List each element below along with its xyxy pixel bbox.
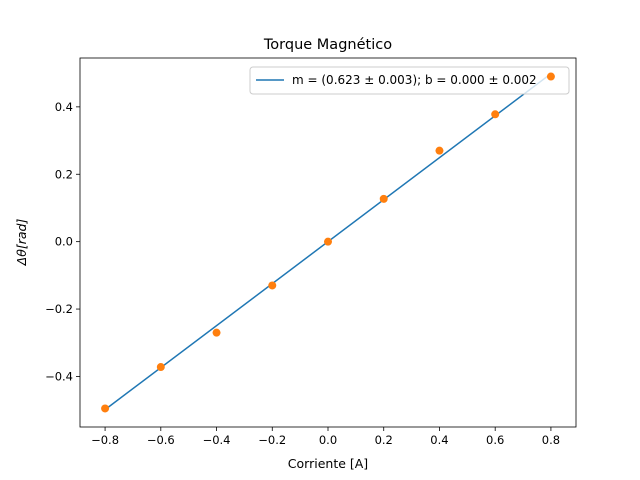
x-tick-label: 0.0 [319, 433, 337, 447]
y-tick-label: 0.0 [55, 235, 73, 249]
chart-title: Torque Magnético [263, 37, 392, 53]
x-axis-label: Corriente [A] [288, 456, 368, 471]
y-tick-label: 0.4 [55, 100, 73, 114]
data-point [212, 328, 221, 337]
data-point [546, 72, 555, 81]
y-axis-label: Δθ[rad] [14, 219, 29, 267]
x-tick-label: 0.8 [542, 433, 560, 447]
y-tick-label: 0.2 [55, 167, 73, 181]
data-point [324, 237, 332, 246]
legend-box [249, 66, 570, 95]
x-tick-label: 0.6 [486, 433, 504, 447]
data-point [379, 194, 388, 203]
y-tick-label: −0.4 [45, 369, 73, 383]
x-tick-label: 0.4 [430, 433, 448, 447]
data-point [101, 404, 110, 413]
x-tick-label: −0.4 [203, 433, 231, 447]
x-tick-label: 0.2 [375, 433, 393, 447]
plot-area: −0.8 −0.6 −0.4 −0.2 0.0 0.2 0.4 0.6 0.8 −0.4 −0.2 0… [45, 57, 577, 447]
data-point [435, 146, 444, 155]
x-tick-label: −0.6 [147, 433, 175, 447]
data-point [268, 281, 277, 290]
data-point [156, 363, 165, 372]
legend: m = (0.623 ± 0.003); b = 0.000 ± 0.002 [249, 66, 570, 95]
x-tick-label: −0.2 [258, 433, 286, 447]
x-tick-label: −0.8 [91, 433, 119, 447]
legend-entry-label: m = (0.623 ± 0.003); b = 0.000 ± 0.002 [292, 73, 537, 87]
data-point [491, 110, 500, 119]
y-tick-label: −0.2 [45, 302, 73, 316]
